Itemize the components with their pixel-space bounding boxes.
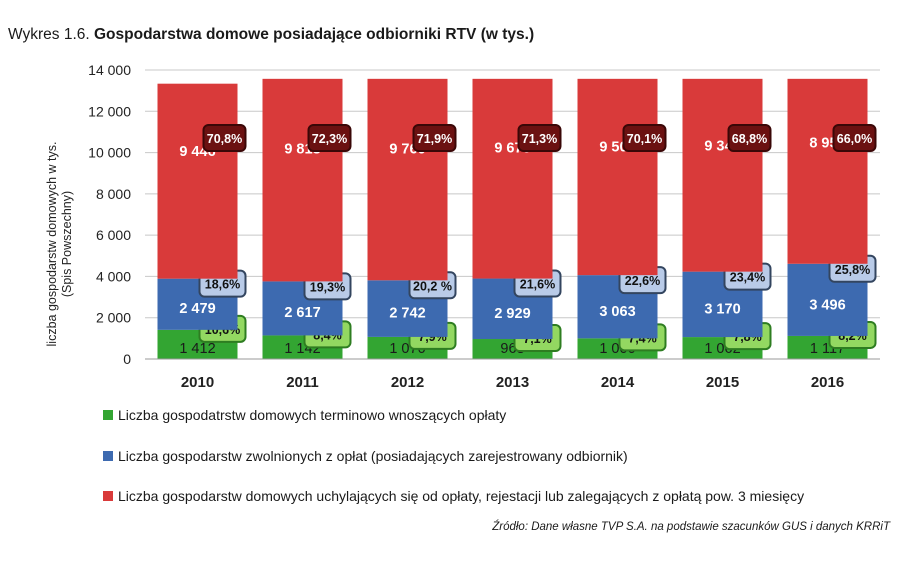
y-tick-label: 12 000	[88, 103, 131, 119]
value-label: 2 617	[284, 305, 320, 321]
share-label: 72,3%	[312, 132, 347, 146]
y-tick-label: 4 000	[96, 268, 131, 284]
share-label: 19,3%	[310, 280, 345, 294]
legend-swatch-red	[103, 491, 113, 501]
y-tick-label: 2 000	[96, 310, 131, 326]
value-label: 3 063	[599, 304, 635, 320]
share-label: 66,0%	[837, 132, 872, 146]
legend-swatch-green	[103, 410, 113, 420]
y-tick-label: 6 000	[96, 227, 131, 243]
share-label: 70,8%	[207, 132, 242, 146]
source-note: Źródło: Dane własne TVP S.A. na podstawi…	[492, 521, 890, 533]
share-label: 70,1%	[627, 132, 662, 146]
x-tick-label: 2011	[286, 374, 319, 391]
share-label: 71,3%	[522, 132, 557, 146]
stacked-bar-chart: 0 2 000 4 000 6 000 8 000 10 000 12 000 14 000 l…	[45, 62, 880, 391]
bar-segment-red	[787, 78, 868, 264]
share-badge-red	[517, 124, 562, 152]
value-label: 2 929	[494, 306, 530, 322]
y-tick-label: 14 000	[88, 62, 131, 78]
legend-label-red: Liczba gospodarstw domowych uchylających…	[118, 488, 805, 504]
legend-label-green: Liczba gospodatrstw domowych terminowo w…	[118, 407, 507, 423]
value-label: 3 496	[809, 297, 845, 313]
legend-swatch-blue	[103, 451, 113, 461]
share-label: 20,2 %	[413, 279, 452, 293]
value-label: 1 412	[179, 341, 215, 357]
y-tick-label: 8 000	[96, 186, 131, 202]
share-badge-red	[202, 124, 247, 152]
chart-title: Wykres 1.6. Gospodarstwa domowe posiadaj…	[8, 26, 534, 44]
bar-segment-red	[262, 78, 343, 282]
share-badge-red	[622, 124, 667, 152]
share-badge-red	[307, 124, 352, 152]
value-label: 3 170	[704, 302, 740, 318]
x-tick-label: 2012	[391, 374, 424, 391]
x-tick-label: 2014	[601, 374, 635, 391]
share-badge-red	[727, 124, 772, 152]
x-tick-label: 2010	[181, 374, 214, 391]
share-label: 21,6%	[520, 278, 555, 292]
share-label: 23,4%	[730, 271, 765, 285]
bar-segment-red	[682, 78, 763, 272]
share-label: 68,8%	[732, 132, 767, 146]
bar-segment-red	[367, 78, 448, 281]
share-label: 25,8%	[835, 263, 870, 277]
legend-label-blue: Liczba gospodarstw zwolnionych z opłat (…	[118, 448, 628, 464]
bar-segment-red	[472, 78, 553, 279]
value-label: 2 742	[389, 305, 425, 321]
share-badge-red	[832, 124, 877, 152]
x-tick-label: 2013	[496, 374, 529, 391]
title-main: Gospodarstwa domowe posiadające odbiorni…	[94, 26, 535, 43]
bar-segment-red	[157, 83, 238, 279]
x-tick-label: 2016	[811, 374, 844, 391]
x-tick-label: 2015	[706, 374, 739, 391]
share-badge-red	[412, 124, 457, 152]
y-tick-label: 0	[123, 351, 131, 367]
value-label: 2 479	[179, 301, 215, 317]
share-label: 71,9%	[417, 132, 452, 146]
share-label: 22,6%	[625, 274, 660, 288]
y-tick-label: 10 000	[88, 145, 131, 161]
share-label: 18,6%	[205, 278, 240, 292]
title-prefix: Wykres 1.6.	[8, 26, 90, 43]
y-axis-label: liczba gospodarstw domowych w tys.(Spis …	[45, 142, 74, 347]
bar-segment-red	[577, 78, 658, 276]
